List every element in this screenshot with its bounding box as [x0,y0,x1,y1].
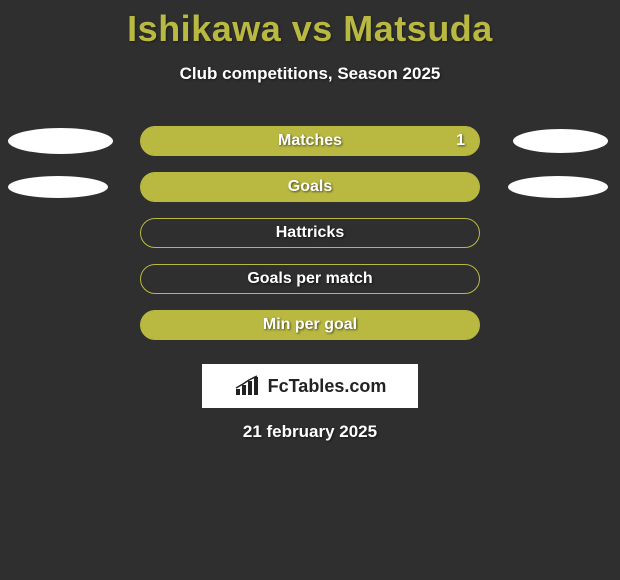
logo-text: FcTables.com [268,376,387,397]
right-ellipse [513,129,608,153]
date-label: 21 february 2025 [0,422,620,442]
stat-pill: Hattricks [140,218,480,248]
stat-rows: Matches 1 Goals Hattricks Goals per matc… [0,118,620,348]
stat-label: Goals per match [247,270,372,288]
stat-label: Min per goal [263,316,357,334]
stat-label: Matches [278,132,342,150]
page-subtitle: Club competitions, Season 2025 [0,64,620,84]
stat-row-goals-per-match: Goals per match [0,256,620,302]
stat-value: 1 [456,132,465,150]
stat-label: Goals [288,178,332,196]
stat-pill: Matches 1 [140,126,480,156]
left-ellipse [8,176,108,198]
page-title: Ishikawa vs Matsuda [0,0,620,50]
right-ellipse [508,176,608,198]
stat-row-matches: Matches 1 [0,118,620,164]
stat-label: Hattricks [276,224,344,242]
stat-pill: Goals per match [140,264,480,294]
logo-chart-icon [234,375,262,397]
stat-row-hattricks: Hattricks [0,210,620,256]
stat-pill: Min per goal [140,310,480,340]
logo-box: FcTables.com [202,364,418,408]
stat-row-min-per-goal: Min per goal [0,302,620,348]
left-ellipse [8,128,113,154]
stat-row-goals: Goals [0,164,620,210]
stat-pill: Goals [140,172,480,202]
